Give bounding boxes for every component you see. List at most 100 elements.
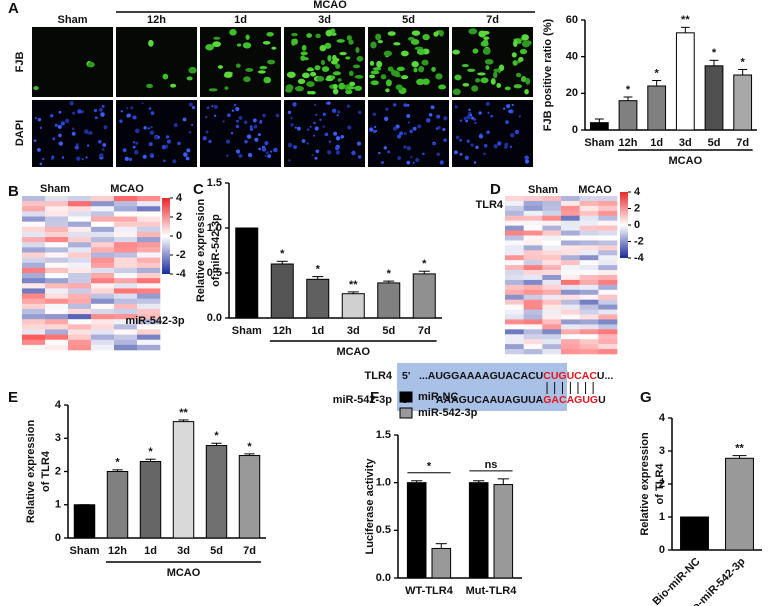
dapi-nucleus <box>511 103 514 107</box>
dapi-image <box>368 100 449 167</box>
heatmap-cell <box>505 294 524 300</box>
heatmap-cell <box>137 329 161 335</box>
heatmap-cell <box>523 304 543 310</box>
dapi-nucleus <box>422 152 425 156</box>
fjb-cell <box>525 40 532 46</box>
dapi-nucleus <box>314 156 318 160</box>
dapi-nucleus <box>473 161 477 164</box>
dapi-nucleus <box>100 112 105 117</box>
heatmap-cell <box>22 344 46 351</box>
x-tick-label: 5d <box>210 545 223 557</box>
heatmap-cell <box>561 196 580 202</box>
heatmap-cell <box>137 303 161 310</box>
dapi-nucleus <box>264 154 267 158</box>
heatmap-cell <box>22 216 46 222</box>
heatmap-cell <box>542 270 562 276</box>
heatmap-cell <box>542 196 562 202</box>
y-tick-label: 0.5 <box>207 267 222 279</box>
heatmap-cell <box>579 215 599 221</box>
heatmap-cell <box>68 226 92 233</box>
fjb-cell <box>472 48 479 54</box>
dapi-nucleus <box>126 107 129 110</box>
dapi-nucleus <box>150 154 154 158</box>
heatmap-cell <box>22 267 46 274</box>
heatmap-cell <box>22 242 46 248</box>
fjb-cell <box>511 52 517 58</box>
heatmap-cell <box>561 289 580 296</box>
dapi-nucleus <box>191 123 194 126</box>
heatmap-cell <box>579 275 599 281</box>
fjb-cell <box>345 56 351 60</box>
dapi-nucleus <box>459 152 463 156</box>
dapi-nucleus <box>406 103 410 107</box>
heatmap-cell <box>114 237 138 243</box>
fjb-cell <box>411 30 421 36</box>
heatmap-cell <box>598 265 618 271</box>
heatmap-cell <box>91 319 115 325</box>
heatmap-cell <box>523 255 543 261</box>
dapi-nucleus <box>435 127 439 130</box>
dapi-nucleus <box>314 126 319 131</box>
dapi-nucleus <box>186 148 191 153</box>
fjb-cell <box>439 30 444 37</box>
heatmap-cell <box>114 196 138 202</box>
heatmap-cell <box>561 250 580 256</box>
dapi-nucleus <box>222 120 225 123</box>
dapi-nucleus <box>387 150 391 154</box>
dapi-nucleus <box>150 111 155 115</box>
heatmap-cell <box>22 211 46 217</box>
x-tick-label: Sham <box>70 545 100 557</box>
heatmap-cell <box>22 221 46 228</box>
heatmap-cell <box>579 324 599 330</box>
dapi-nucleus <box>270 150 273 153</box>
heatmap-cell <box>114 278 138 284</box>
dapi-nucleus <box>42 157 45 161</box>
dapi-nucleus <box>428 113 433 117</box>
heatmap-cell <box>137 231 161 238</box>
group-label: MCAO <box>336 346 370 358</box>
colorbar-label: -4 <box>634 252 645 264</box>
fjb-cell <box>377 40 383 44</box>
dapi-nucleus <box>64 118 70 124</box>
heatmap-cell <box>137 221 161 228</box>
fjb-cell <box>400 75 409 80</box>
y-tick-label: 1.5 <box>376 429 391 441</box>
heatmap-cell <box>22 283 46 289</box>
heatmap-cell <box>523 294 543 300</box>
sequence-name: miR-542-3p <box>333 394 393 406</box>
heatmap-cell <box>523 289 543 296</box>
heatmap-cell <box>542 284 562 291</box>
heatmap-cell <box>505 309 524 315</box>
dapi-nucleus <box>309 125 312 128</box>
fjb-cell <box>482 30 490 35</box>
dapi-nucleus <box>154 135 159 140</box>
fjb-cell <box>266 31 274 37</box>
heatmap-cell <box>579 329 599 335</box>
panel-letter: B <box>8 183 19 200</box>
dapi-nucleus <box>470 143 474 147</box>
heatmap-cell <box>22 196 46 202</box>
dapi-nucleus <box>247 152 253 158</box>
significance: * <box>316 264 321 276</box>
dapi-nucleus <box>328 140 332 143</box>
dapi-nucleus <box>208 140 212 144</box>
fjb-cell <box>400 50 409 57</box>
dapi-nucleus <box>173 123 178 128</box>
heatmap-cell <box>523 196 543 202</box>
y-axis-label: Relative expression <box>639 432 651 536</box>
fjb-cell <box>257 70 266 74</box>
y-tick-label: 0 <box>55 532 61 544</box>
dapi-nucleus <box>319 118 322 122</box>
fjb-cell <box>291 32 298 37</box>
heatmap-cell <box>523 279 543 286</box>
dapi-nucleus <box>425 118 431 123</box>
heatmap-cell <box>598 284 618 291</box>
dapi-nucleus <box>412 126 417 131</box>
dapi-nucleus <box>275 113 280 118</box>
colorbar-label: -2 <box>634 235 644 247</box>
dapi-nucleus <box>407 121 411 124</box>
heatmap-cell <box>22 314 46 320</box>
dapi-nucleus <box>433 142 436 145</box>
colorbar-label: 4 <box>634 186 641 198</box>
heatmap-cell <box>579 314 599 320</box>
